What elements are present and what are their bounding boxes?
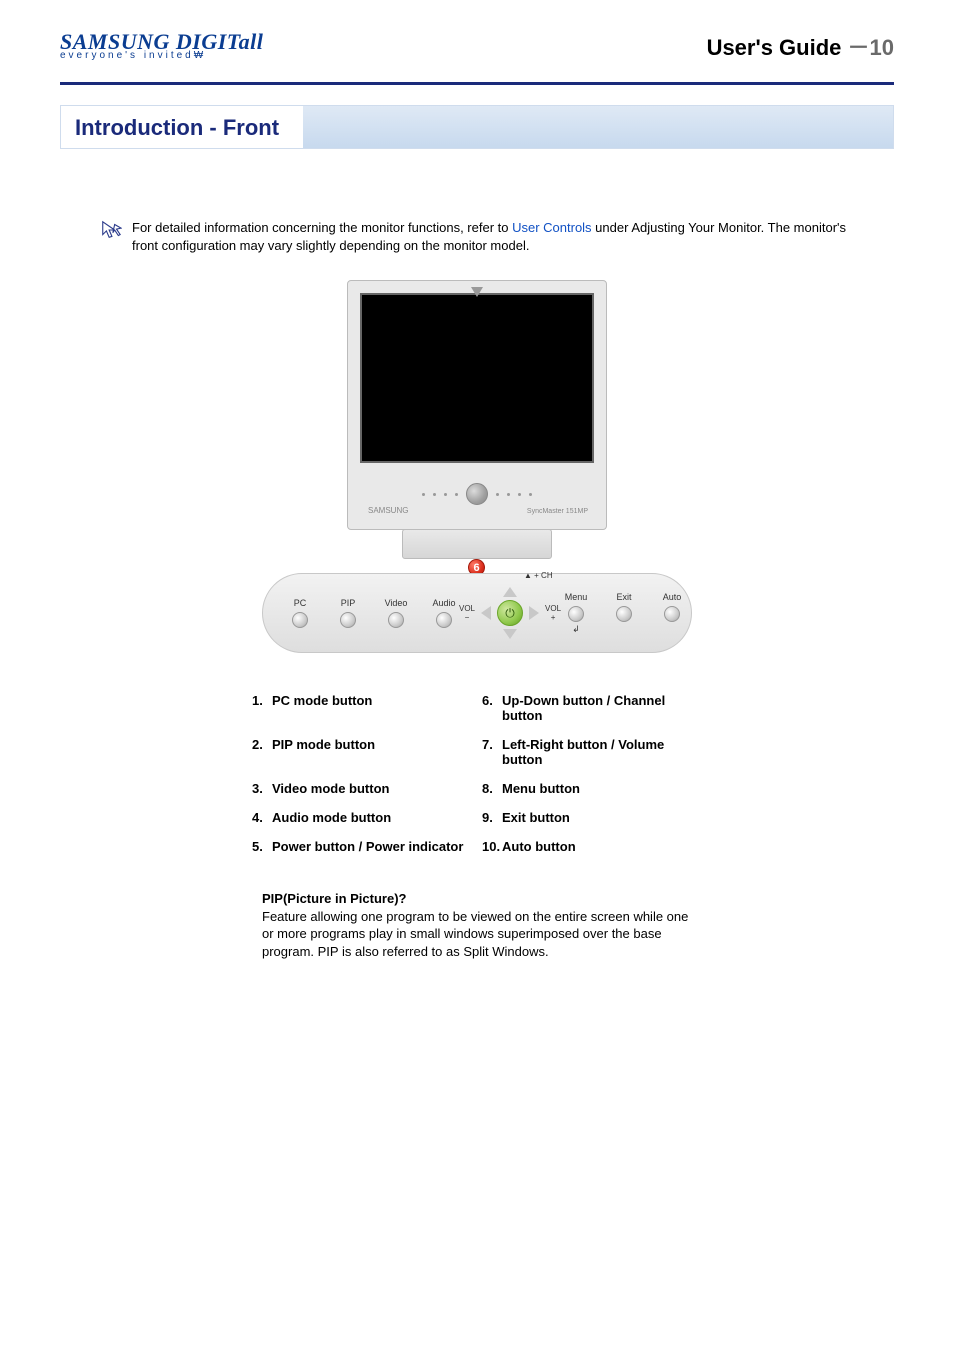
info-text: For detailed information concerning the … (132, 219, 854, 254)
monitor-brand-text: SAMSUNG (368, 506, 408, 515)
monitor-stand (402, 529, 552, 559)
auto-button[interactable]: Auto (657, 592, 687, 635)
down-arrow-icon[interactable] (503, 629, 517, 639)
legend-item: 9.Exit button (482, 810, 702, 825)
exit-label: Exit (617, 592, 632, 602)
legend-item: 10.Auto button (482, 839, 702, 854)
pip-mode-button[interactable]: PIP (333, 598, 363, 628)
legend-item: 8.Menu button (482, 781, 702, 796)
vol-left-label: VOL− (459, 604, 475, 622)
legend-item: 1.PC mode button (252, 693, 472, 723)
knob-icon (388, 612, 404, 628)
pip-title: PIP(Picture in Picture)? (262, 890, 692, 908)
legend-item: 6.Up-Down button / Channel button (482, 693, 702, 723)
knob-icon (340, 612, 356, 628)
knob-icon (436, 612, 452, 628)
page-header: SAMSUNG DIGITall everyone's invited₩ Use… (0, 0, 954, 82)
pc-label: PC (294, 598, 307, 608)
audio-mode-button[interactable]: Audio (429, 598, 459, 628)
left-controls: PC PIP Video Audio (285, 598, 459, 628)
knob-icon (568, 606, 584, 622)
left-arrow-icon[interactable] (481, 606, 491, 620)
monitor-front-buttons (422, 483, 532, 505)
control-panel-wrap: 1 2 3 4 5 6 7 8 9 10 PC PIP (262, 573, 692, 653)
guide-title-text: User's Guide (707, 35, 848, 60)
exit-button[interactable]: Exit (609, 592, 639, 635)
menu-button[interactable]: Menu ↲ (561, 592, 591, 635)
figure-area: SAMSUNG SyncMaster 151MP 1 2 3 4 5 6 7 8… (100, 280, 854, 653)
enter-icon: ↲ (572, 624, 580, 635)
power-icon: ⏻ (505, 606, 515, 621)
content-area: For detailed information concerning the … (0, 149, 954, 960)
legend-item: 7.Left-Right button / Volume button (482, 737, 702, 767)
cursor-icon (100, 219, 122, 241)
button-legend: 1.PC mode button 6.Up-Down button / Chan… (252, 693, 702, 854)
legend-item: 2.PIP mode button (252, 737, 472, 767)
right-arrow-icon[interactable] (529, 606, 539, 620)
header-divider (60, 82, 894, 85)
logo-main-text: SAMSUNG DIGITall (60, 32, 263, 52)
section-bar: Introduction - Front (60, 105, 894, 149)
samsung-logo: SAMSUNG DIGITall everyone's invited₩ (60, 32, 263, 61)
video-mode-button[interactable]: Video (381, 598, 411, 628)
pip-label: PIP (341, 598, 356, 608)
video-label: Video (385, 598, 408, 608)
up-arrow-icon[interactable] (503, 587, 517, 597)
knob-icon (664, 606, 680, 622)
ch-label: ▲ + CH (524, 571, 553, 580)
legend-item: 5.Power button / Power indicator (252, 839, 472, 854)
knob-icon (292, 612, 308, 628)
legend-item: 4.Audio mode button (252, 810, 472, 825)
monitor-screen (360, 293, 594, 463)
right-controls: Menu ↲ Exit Auto (561, 592, 687, 635)
pip-definition: PIP(Picture in Picture)? Feature allowin… (262, 890, 692, 960)
monitor-model-text: SyncMaster 151MP (527, 508, 588, 515)
power-button[interactable]: ⏻ (497, 600, 523, 626)
menu-label: Menu (565, 592, 588, 602)
section-title: Introduction - Front (61, 106, 303, 148)
control-panel: PC PIP Video Audio (262, 573, 692, 653)
page-number: －10 (848, 35, 894, 60)
info-pre: For detailed information concerning the … (132, 220, 512, 235)
auto-label: Auto (663, 592, 682, 602)
user-controls-link[interactable]: User Controls (512, 220, 591, 235)
pc-mode-button[interactable]: PC (285, 598, 315, 628)
legend-item: 3.Video mode button (252, 781, 472, 796)
monitor-illustration: SAMSUNG SyncMaster 151MP (347, 280, 607, 530)
audio-label: Audio (432, 598, 455, 608)
monitor-power-button-icon (466, 483, 488, 505)
vol-right-label: VOL+ (545, 604, 561, 622)
knob-icon (616, 606, 632, 622)
info-note: For detailed information concerning the … (100, 219, 854, 254)
pip-body: Feature allowing one program to be viewe… (262, 908, 692, 961)
center-controls: ▲ + CH VOL− ⏻ VOL+ (459, 587, 561, 639)
guide-title: User's Guide －10 (707, 30, 894, 62)
monitor-webcam-icon (471, 287, 483, 297)
